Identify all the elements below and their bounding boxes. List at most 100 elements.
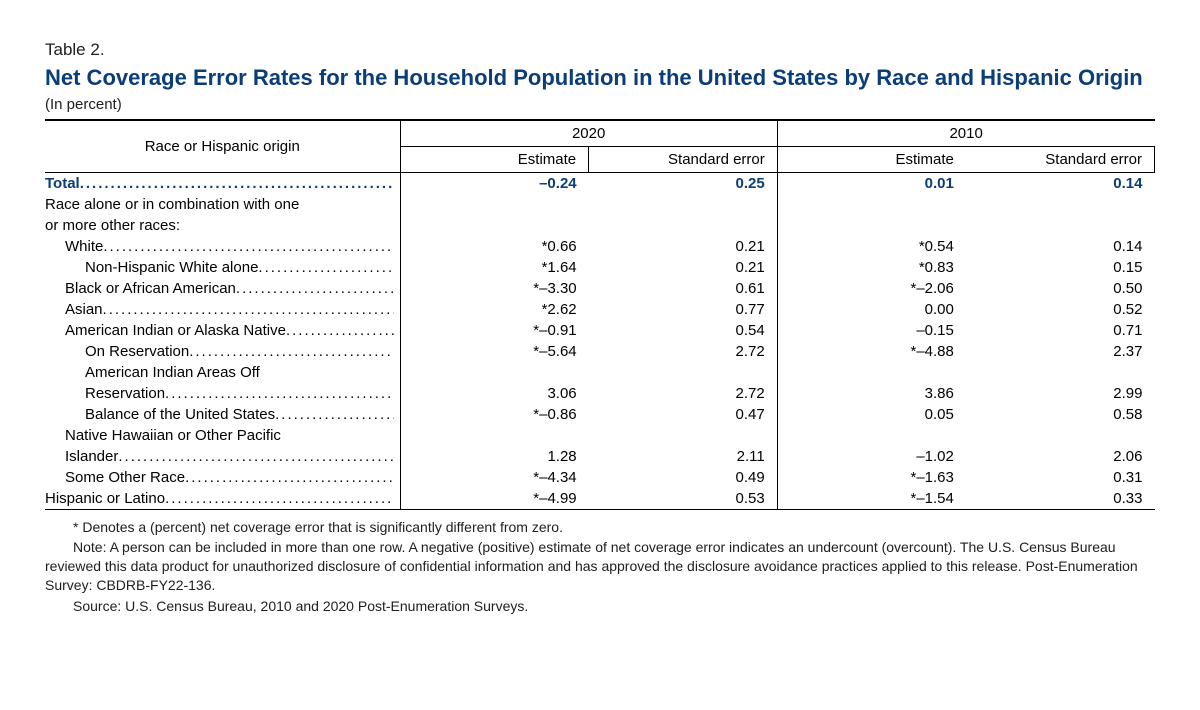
cell-se2020 (589, 194, 778, 215)
table-row-section: Race alone or in combination with one (45, 194, 1155, 215)
table-row: White *0.660.21*0.540.14 (45, 236, 1155, 257)
cell-est2010: 0.00 (777, 299, 966, 320)
cell-est2010 (777, 362, 966, 383)
row-label: On Reservation (45, 343, 189, 360)
row-label: Hispanic or Latino (45, 490, 165, 507)
cell-est2010: *0.54 (777, 236, 966, 257)
col-header-estimate-2010: Estimate (777, 146, 966, 172)
cell-est2020: *–0.91 (400, 320, 589, 341)
cell-se2020: 0.21 (589, 257, 778, 278)
row-label: Non-Hispanic White alone (45, 259, 258, 276)
row-label: American Indian or Alaska Native (45, 322, 286, 339)
cell-est2020: *0.66 (400, 236, 589, 257)
cell-se2020: 0.61 (589, 278, 778, 299)
cell-se2020: 2.72 (589, 383, 778, 404)
cell-est2010 (777, 425, 966, 446)
table-row: American Indian or Alaska Native *–0.910… (45, 320, 1155, 341)
cell-se2020: 2.72 (589, 341, 778, 362)
table-row-total: Total –0.240.250.010.14 (45, 172, 1155, 194)
cell-se2020: 0.21 (589, 236, 778, 257)
table-subtitle: (In percent) (45, 96, 1155, 113)
table-row: Asian *2.620.770.000.52 (45, 299, 1155, 320)
table-row: Native Hawaiian or Other Pacific (45, 425, 1155, 446)
cell-est2020: –0.24 (400, 172, 589, 194)
coverage-table: Race or Hispanic origin 2020 2010 Estima… (45, 119, 1155, 510)
row-label: Black or African American (45, 280, 236, 297)
cell-est2010: *–2.06 (777, 278, 966, 299)
cell-se2010: 2.37 (966, 341, 1155, 362)
cell-est2010: 0.05 (777, 404, 966, 425)
cell-est2010: *–1.63 (777, 467, 966, 488)
cell-se2010: 0.14 (966, 236, 1155, 257)
cell-est2020: *–4.34 (400, 467, 589, 488)
cell-se2020: 0.25 (589, 172, 778, 194)
table-row: American Indian Areas Off (45, 362, 1155, 383)
cell-est2010: *0.83 (777, 257, 966, 278)
cell-est2010: *–4.88 (777, 341, 966, 362)
cell-se2020: 0.54 (589, 320, 778, 341)
cell-est2020: 3.06 (400, 383, 589, 404)
cell-se2020: 0.49 (589, 467, 778, 488)
cell-se2010: 0.50 (966, 278, 1155, 299)
row-label: Asian (45, 301, 103, 318)
table-row: Black or African American *–3.300.61*–2.… (45, 278, 1155, 299)
table-row: On Reservation *–5.642.72*–4.882.37 (45, 341, 1155, 362)
cell-est2020: *–4.99 (400, 488, 589, 510)
row-label: Total (45, 175, 80, 192)
row-label: or more other races: (45, 217, 180, 234)
cell-se2020: 0.47 (589, 404, 778, 425)
cell-est2010: –0.15 (777, 320, 966, 341)
cell-se2020: 2.11 (589, 446, 778, 467)
cell-est2020 (400, 362, 589, 383)
cell-est2010 (777, 194, 966, 215)
note-asterisk: * Denotes a (percent) net coverage error… (45, 518, 1155, 537)
row-label: Islander (45, 448, 118, 465)
table-notes: * Denotes a (percent) net coverage error… (45, 518, 1155, 616)
cell-est2020: 1.28 (400, 446, 589, 467)
table-body: Total –0.240.250.010.14Race alone or in … (45, 172, 1155, 509)
cell-se2010: 0.58 (966, 404, 1155, 425)
cell-se2010: 0.31 (966, 467, 1155, 488)
cell-est2010: *–1.54 (777, 488, 966, 510)
note-source: Source: U.S. Census Bureau, 2010 and 202… (45, 597, 1155, 616)
col-header-rowlabel: Race or Hispanic origin (45, 120, 400, 173)
cell-se2010 (966, 215, 1155, 236)
col-header-se-2020: Standard error (589, 146, 778, 172)
col-header-estimate-2020: Estimate (400, 146, 589, 172)
cell-se2010: 0.71 (966, 320, 1155, 341)
cell-est2020 (400, 194, 589, 215)
table-row: Non-Hispanic White alone *1.640.21*0.830… (45, 257, 1155, 278)
col-header-se-2010: Standard error (966, 146, 1155, 172)
row-label: Native Hawaiian or Other Pacific (45, 427, 281, 444)
cell-se2020 (589, 425, 778, 446)
cell-est2020 (400, 215, 589, 236)
cell-est2020: *1.64 (400, 257, 589, 278)
cell-se2010 (966, 194, 1155, 215)
cell-se2010: 2.99 (966, 383, 1155, 404)
cell-est2020: *–0.86 (400, 404, 589, 425)
cell-se2010 (966, 362, 1155, 383)
cell-est2020: *–5.64 (400, 341, 589, 362)
cell-se2010: 0.52 (966, 299, 1155, 320)
table-row: Reservation 3.062.723.862.99 (45, 383, 1155, 404)
cell-est2020 (400, 425, 589, 446)
row-label: Some Other Race (45, 469, 185, 486)
cell-est2010: –1.02 (777, 446, 966, 467)
cell-se2020 (589, 215, 778, 236)
cell-se2020: 0.77 (589, 299, 778, 320)
row-label: Race alone or in combination with one (45, 196, 299, 213)
cell-se2010 (966, 425, 1155, 446)
cell-est2010: 3.86 (777, 383, 966, 404)
cell-se2010: 0.33 (966, 488, 1155, 510)
row-label: Balance of the United States (45, 406, 275, 423)
table-row-section: or more other races: (45, 215, 1155, 236)
table-row: Islander 1.282.11–1.022.06 (45, 446, 1155, 467)
cell-est2010: 0.01 (777, 172, 966, 194)
cell-se2010: 0.14 (966, 172, 1155, 194)
table-title: Net Coverage Error Rates for the Househo… (45, 64, 1155, 92)
table-row: Hispanic or Latino *–4.990.53*–1.540.33 (45, 488, 1155, 510)
table-row: Balance of the United States *–0.860.470… (45, 404, 1155, 425)
table-number: Table 2. (45, 40, 1155, 60)
cell-se2010: 2.06 (966, 446, 1155, 467)
row-label: White (45, 238, 103, 255)
